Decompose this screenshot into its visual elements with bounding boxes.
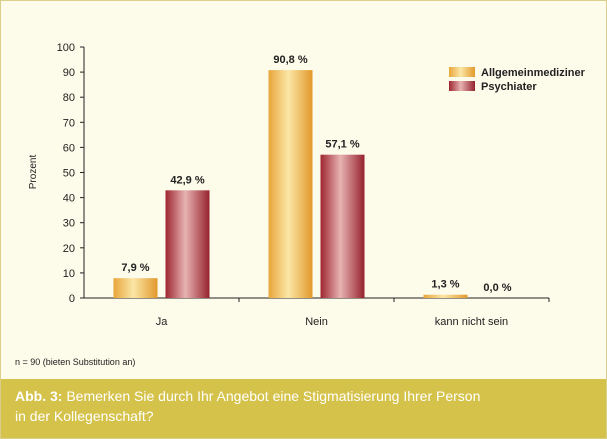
y-tick-label: 0 (69, 293, 75, 305)
data-label: 57,1 % (325, 139, 359, 151)
caption-line-1: Bemerken Sie durch Ihr Angebot eine Stig… (66, 388, 481, 404)
y-tick-label: 30 (63, 218, 75, 230)
x-tick-label: Nein (305, 316, 328, 328)
legend-label: Allgemeinmediziner (481, 67, 586, 79)
y-tick-label: 70 (63, 117, 75, 129)
x-tick-label: Ja (156, 316, 169, 328)
data-label: 1,3 % (431, 279, 459, 291)
bar (165, 190, 210, 298)
legend-swatch (449, 81, 475, 91)
x-tick-label: kann nicht sein (435, 316, 508, 328)
sample-size-note: n = 90 (bieten Substitution an) (15, 357, 136, 367)
bar (113, 278, 158, 298)
data-label: 42,9 % (170, 174, 204, 186)
bar (423, 294, 468, 298)
y-tick-label: 40 (63, 193, 75, 205)
data-label: 0,0 % (483, 282, 511, 294)
y-tick-label: 60 (63, 142, 75, 154)
legend-swatch (449, 67, 475, 77)
data-label: 7,9 % (121, 262, 149, 274)
y-tick-label: 90 (63, 67, 75, 79)
figure-caption: Abb. 3: Bemerken Sie durch Ihr Angebot e… (1, 379, 606, 438)
y-tick-label: 10 (63, 268, 75, 280)
legend-label: Psychiater (481, 81, 537, 93)
y-axis-label: Prozent (28, 155, 39, 190)
y-tick-label: 50 (63, 168, 75, 180)
y-tick-label: 100 (57, 42, 75, 54)
y-tick-label: 80 (63, 92, 75, 104)
y-tick-label: 20 (63, 243, 75, 255)
bar-chart: 0 10 20 30 40 50 60 70 80 90 100 Prozent Ja 7,9 % 42,… (28, 42, 586, 328)
caption-line-2: in der Kollegenschaft? (15, 408, 154, 424)
caption-label: Abb. 3: (15, 388, 63, 404)
bar (320, 154, 365, 298)
data-label: 90,8 % (273, 54, 307, 66)
bar (268, 70, 313, 298)
